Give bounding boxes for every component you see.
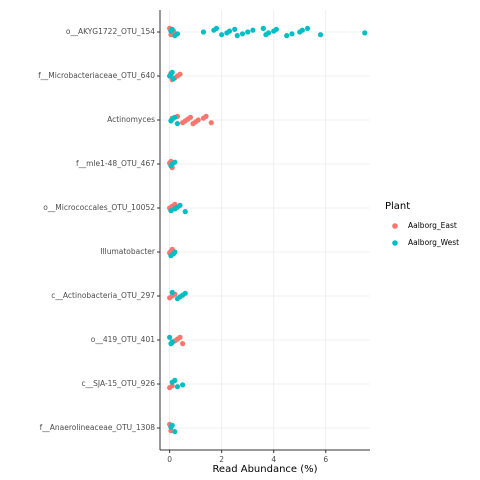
x-tick-label: 4 (271, 455, 276, 464)
y-tick-label: Actinomyces (107, 115, 155, 124)
y-tick-label: c__SJA-15_OTU_926 (82, 379, 156, 388)
point (245, 29, 251, 35)
legend-label: Aalborg_West (408, 238, 459, 247)
legend-label: Aalborg_East (408, 221, 457, 230)
legend-key (392, 240, 398, 246)
point (284, 33, 290, 39)
point (169, 289, 175, 295)
point (187, 114, 194, 120)
point (177, 71, 183, 77)
y-tick-label: o__419_OTU_401 (91, 335, 155, 344)
point (177, 202, 183, 208)
point (213, 25, 220, 31)
point (177, 334, 183, 340)
point (289, 31, 295, 37)
point (200, 29, 207, 35)
point (169, 26, 175, 32)
point (219, 32, 225, 38)
point (169, 69, 175, 75)
point (180, 382, 186, 388)
point (317, 32, 324, 38)
y-tick-label: f__Microbacteriaceae_OTU_640 (38, 71, 155, 80)
point (167, 334, 173, 340)
point (182, 290, 188, 296)
point (299, 27, 305, 33)
point (239, 31, 246, 37)
x-tick-label: 2 (219, 455, 224, 464)
legend-key (392, 223, 398, 229)
point (180, 341, 186, 347)
point (232, 26, 238, 32)
point (273, 26, 279, 32)
y-tick-label: o__AKYG1722_OTU_154 (66, 27, 155, 36)
point (169, 339, 175, 345)
y-tick-label: f__Anaerolineaceae_OTU_1308 (40, 423, 156, 432)
point (234, 33, 240, 39)
point (226, 28, 233, 34)
x-axis-title: Read Abundance (%) (212, 464, 317, 475)
y-tick-label: c__Actinobacteria_OTU_297 (51, 291, 155, 300)
point (250, 27, 256, 33)
point (168, 208, 174, 214)
point (172, 159, 178, 165)
point (174, 121, 181, 127)
point (362, 30, 368, 36)
point (169, 383, 175, 389)
point (168, 428, 174, 434)
point (174, 31, 181, 37)
point (304, 25, 311, 31)
point (208, 120, 214, 126)
point (203, 113, 209, 119)
point (260, 25, 266, 31)
x-tick-label: 6 (323, 455, 328, 464)
point (172, 114, 178, 120)
legend-title: Plant (385, 201, 410, 212)
y-tick-label: Illumatobacter (100, 247, 156, 256)
point (169, 422, 175, 428)
point (172, 249, 178, 255)
point (195, 117, 201, 123)
point (172, 377, 178, 383)
point (170, 76, 177, 82)
point (174, 384, 181, 390)
y-tick-label: f__mle1-48_OTU_467 (76, 159, 155, 168)
point (265, 30, 272, 36)
point (172, 429, 178, 435)
y-tick-label: o__Micrococcales_OTU_10052 (43, 203, 155, 212)
x-tick-label: 0 (167, 455, 172, 464)
point (182, 209, 188, 215)
